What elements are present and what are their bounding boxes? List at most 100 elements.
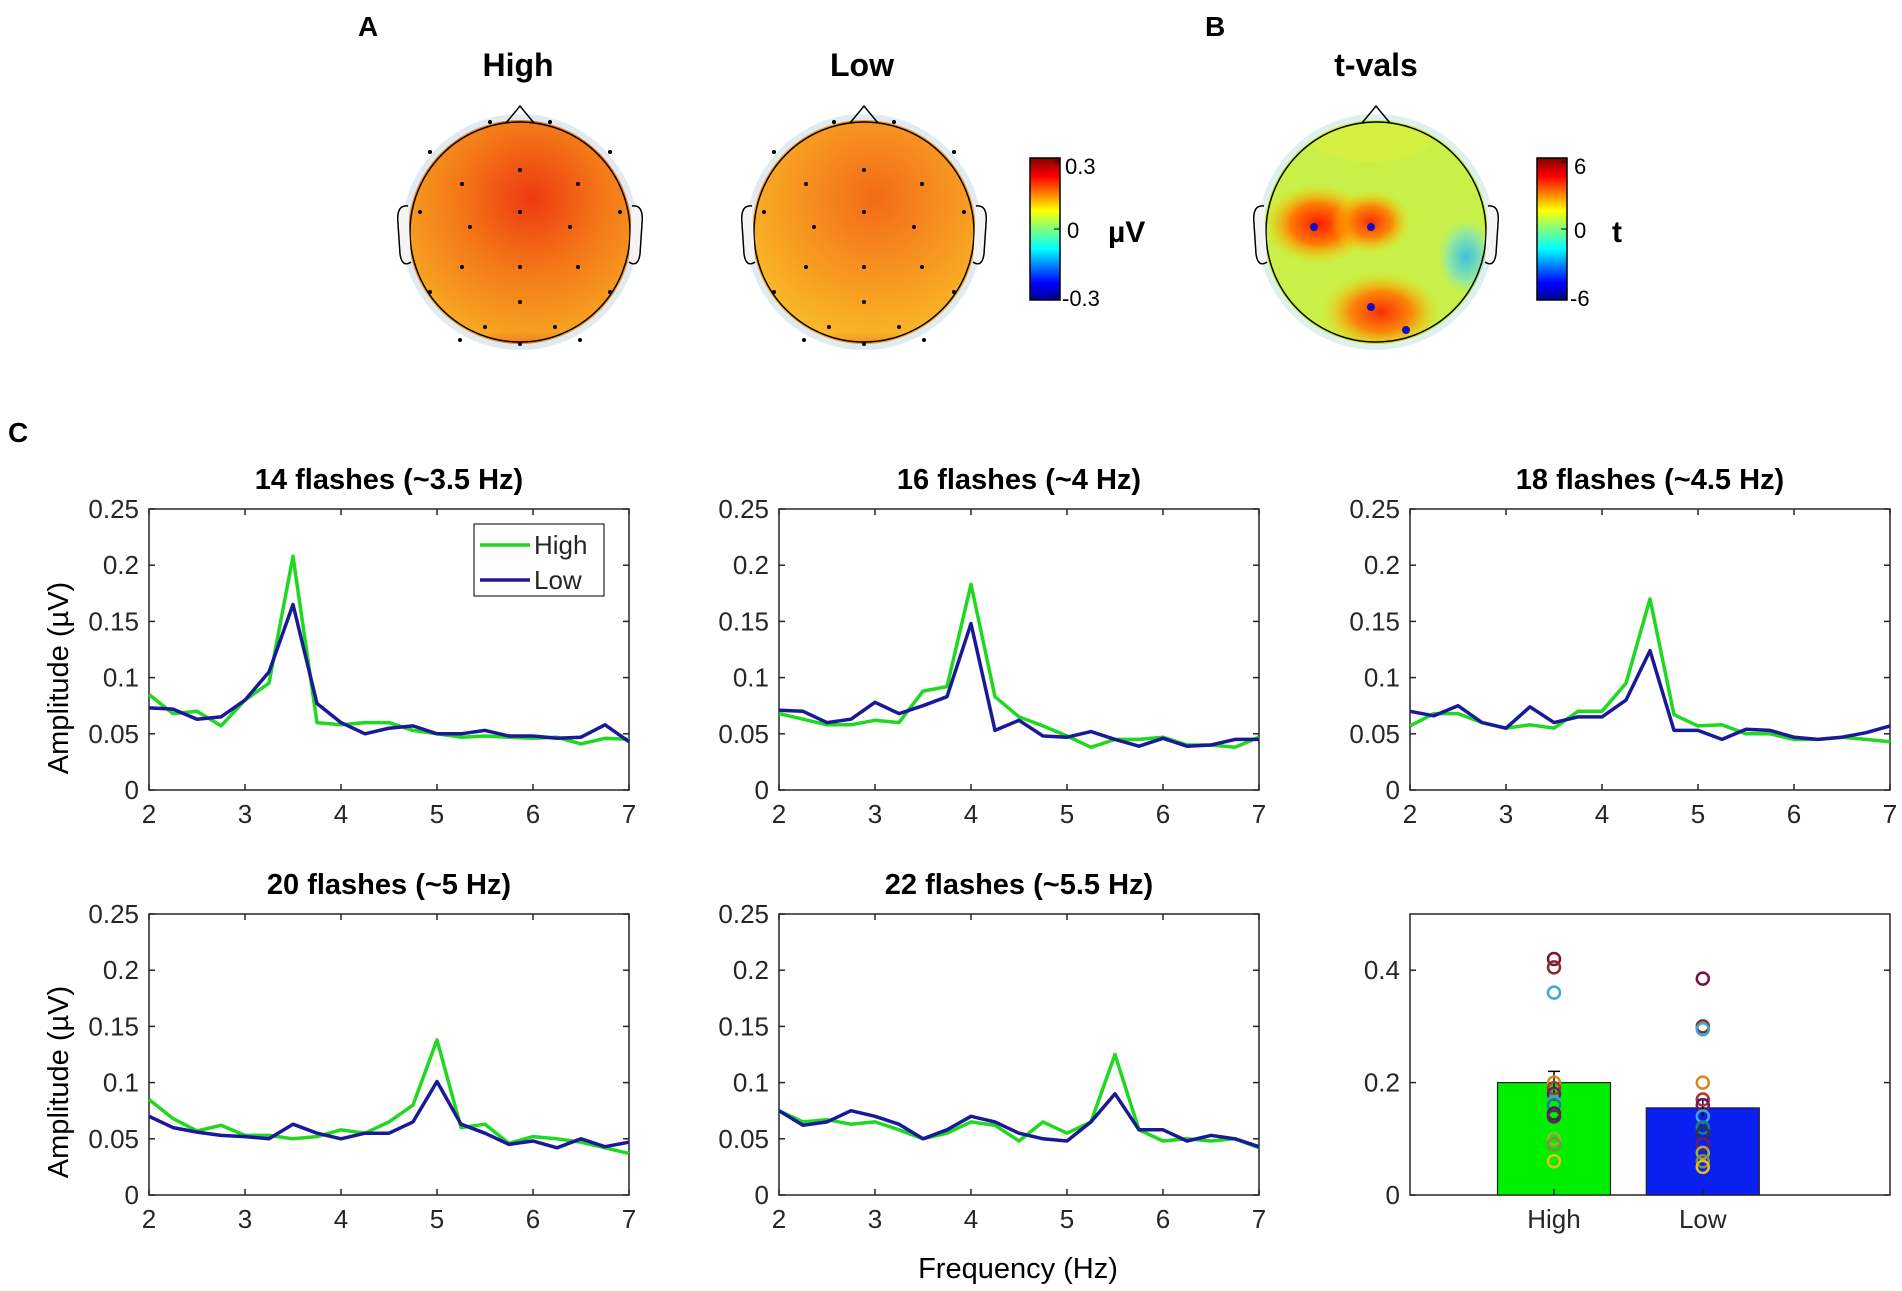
topomap-high-title: High xyxy=(482,47,553,83)
electrode-dot xyxy=(568,225,572,229)
x-tick-label: 6 xyxy=(1156,1204,1170,1234)
electrode-dot xyxy=(952,150,956,154)
subject-point xyxy=(1546,1154,1562,1169)
subject-point xyxy=(1695,1137,1711,1152)
electrode-dot xyxy=(553,325,557,329)
y-tick-label: 0.15 xyxy=(88,606,139,636)
electrode-dot xyxy=(962,210,966,214)
y-tick-label: 0.25 xyxy=(718,899,769,929)
y-tick-label: 0.05 xyxy=(88,719,139,749)
x-tick-label: 7 xyxy=(1252,1204,1266,1234)
sig-electrode xyxy=(1402,326,1410,334)
y-tick-label: 0.2 xyxy=(103,955,139,985)
y-tick-label: 0.1 xyxy=(733,663,769,693)
x-tick-label: 4 xyxy=(1595,799,1609,829)
electrode-dot xyxy=(762,210,766,214)
subject-point xyxy=(1695,1092,1711,1107)
topomap-high xyxy=(396,104,644,350)
colorbar-uv-mid: 0 xyxy=(1067,218,1079,243)
y-tick-label: 0.25 xyxy=(88,899,139,929)
electrode-dot xyxy=(488,120,492,124)
chart-title: 16 flashes (~4 Hz) xyxy=(897,464,1141,496)
x-tick-label: 3 xyxy=(868,799,882,829)
y-tick-label: 0 xyxy=(755,1180,769,1210)
legend-label: Low xyxy=(534,565,582,595)
electrode-dot xyxy=(952,290,956,294)
topomap-low xyxy=(740,104,988,350)
electrode-dot xyxy=(428,150,432,154)
chart-panel-2: 0 0.05 0.1 0.15 0.2 0.25 2 3 4 5 6 7 16 flashes (~4 … xyxy=(718,464,1266,829)
x-tick-label: 2 xyxy=(1403,799,1417,829)
x-tick-label: 4 xyxy=(334,799,348,829)
electrode-dot xyxy=(772,290,776,294)
series-line-low xyxy=(778,1092,1260,1149)
y-tick-label: 0 xyxy=(1386,775,1400,805)
y-tick-label: 0.05 xyxy=(88,1124,139,1154)
x-tick-label: 2 xyxy=(772,1204,786,1234)
series-line-low xyxy=(148,602,631,744)
x-tick-label: 3 xyxy=(238,799,252,829)
series-line-low xyxy=(778,621,1259,748)
panel-label-c: C xyxy=(8,417,28,448)
y-tick-label: 0.1 xyxy=(733,1068,769,1098)
electrode-dot xyxy=(862,210,866,214)
topomap-low-title: Low xyxy=(830,47,894,83)
ylabel-row2: Amplitude (µV) xyxy=(43,986,75,1178)
x-tick-label: 5 xyxy=(1060,1204,1074,1234)
electrode-dot xyxy=(578,338,582,342)
x-tick-label: 6 xyxy=(1787,799,1801,829)
electrode-dot xyxy=(518,300,522,304)
electrode-dot xyxy=(772,150,776,154)
y-tick-label: 0.25 xyxy=(718,494,769,524)
electrode-dot xyxy=(576,265,580,269)
x-tick-label: 2 xyxy=(772,799,786,829)
colorbar-uv: 0.3 0 -0.3 µV xyxy=(1029,154,1145,311)
y-tick-label: 0.1 xyxy=(1364,663,1400,693)
x-tick-label: 7 xyxy=(1883,799,1897,829)
colorbar-t: 6 0 -6 t xyxy=(1536,154,1622,311)
x-tick-label: 3 xyxy=(238,1204,252,1234)
chart-panel-4: 0 0.05 0.1 0.15 0.2 0.25 2 3 4 5 6 7 20 flashes (~5 … xyxy=(88,869,636,1234)
chart-title: 18 flashes (~4.5 Hz) xyxy=(1516,464,1784,496)
x-tick-label: 2 xyxy=(142,799,156,829)
xlabel-frequency: Frequency (Hz) xyxy=(918,1253,1118,1285)
y-tick-label: 0.05 xyxy=(1349,719,1400,749)
electrode-dot xyxy=(862,168,866,172)
y-tick-label: 0.25 xyxy=(88,494,139,524)
subject-point xyxy=(1695,1075,1711,1090)
electrode-dot xyxy=(862,300,866,304)
electrode-dot xyxy=(920,265,924,269)
x-tick-label: 3 xyxy=(1499,799,1513,829)
electrode-dot xyxy=(804,182,808,186)
y-tick-label: 0 xyxy=(125,1180,139,1210)
subject-point xyxy=(1695,971,1711,986)
x-tick-label: 7 xyxy=(622,1204,636,1234)
panel-label-b: B xyxy=(1205,11,1225,42)
electrode-dot xyxy=(460,182,464,186)
x-tick-label: 5 xyxy=(430,799,444,829)
legend-label: High xyxy=(534,530,587,560)
electrode-dot xyxy=(460,265,464,269)
colorbar-uv-max: 0.3 xyxy=(1065,154,1096,179)
electrode-dot xyxy=(862,265,866,269)
y-tick-label: 0.2 xyxy=(103,550,139,580)
electrode-dot xyxy=(518,210,522,214)
electrode-dot xyxy=(892,120,896,124)
chart-title: 22 flashes (~5.5 Hz) xyxy=(885,869,1153,901)
sig-electrode xyxy=(1367,223,1375,231)
electrode-dot xyxy=(812,225,816,229)
electrode-dot xyxy=(608,150,612,154)
y-tick-label: 0.4 xyxy=(1364,955,1400,985)
x-tick-label: 4 xyxy=(964,799,978,829)
x-tick-label: 3 xyxy=(868,1204,882,1234)
electrode-dot xyxy=(576,182,580,186)
subject-point xyxy=(1695,1120,1711,1135)
subject-point xyxy=(1695,1154,1711,1169)
subject-point xyxy=(1546,960,1562,975)
x-tick-label: 7 xyxy=(622,799,636,829)
topomap-tvals xyxy=(1252,104,1500,350)
chart-panel-6: 0 0.2 0.4 High Low xyxy=(1364,913,1891,1234)
y-tick-label: 0 xyxy=(125,775,139,805)
x-tick-label: 4 xyxy=(964,1204,978,1234)
subject-point xyxy=(1546,1131,1562,1147)
